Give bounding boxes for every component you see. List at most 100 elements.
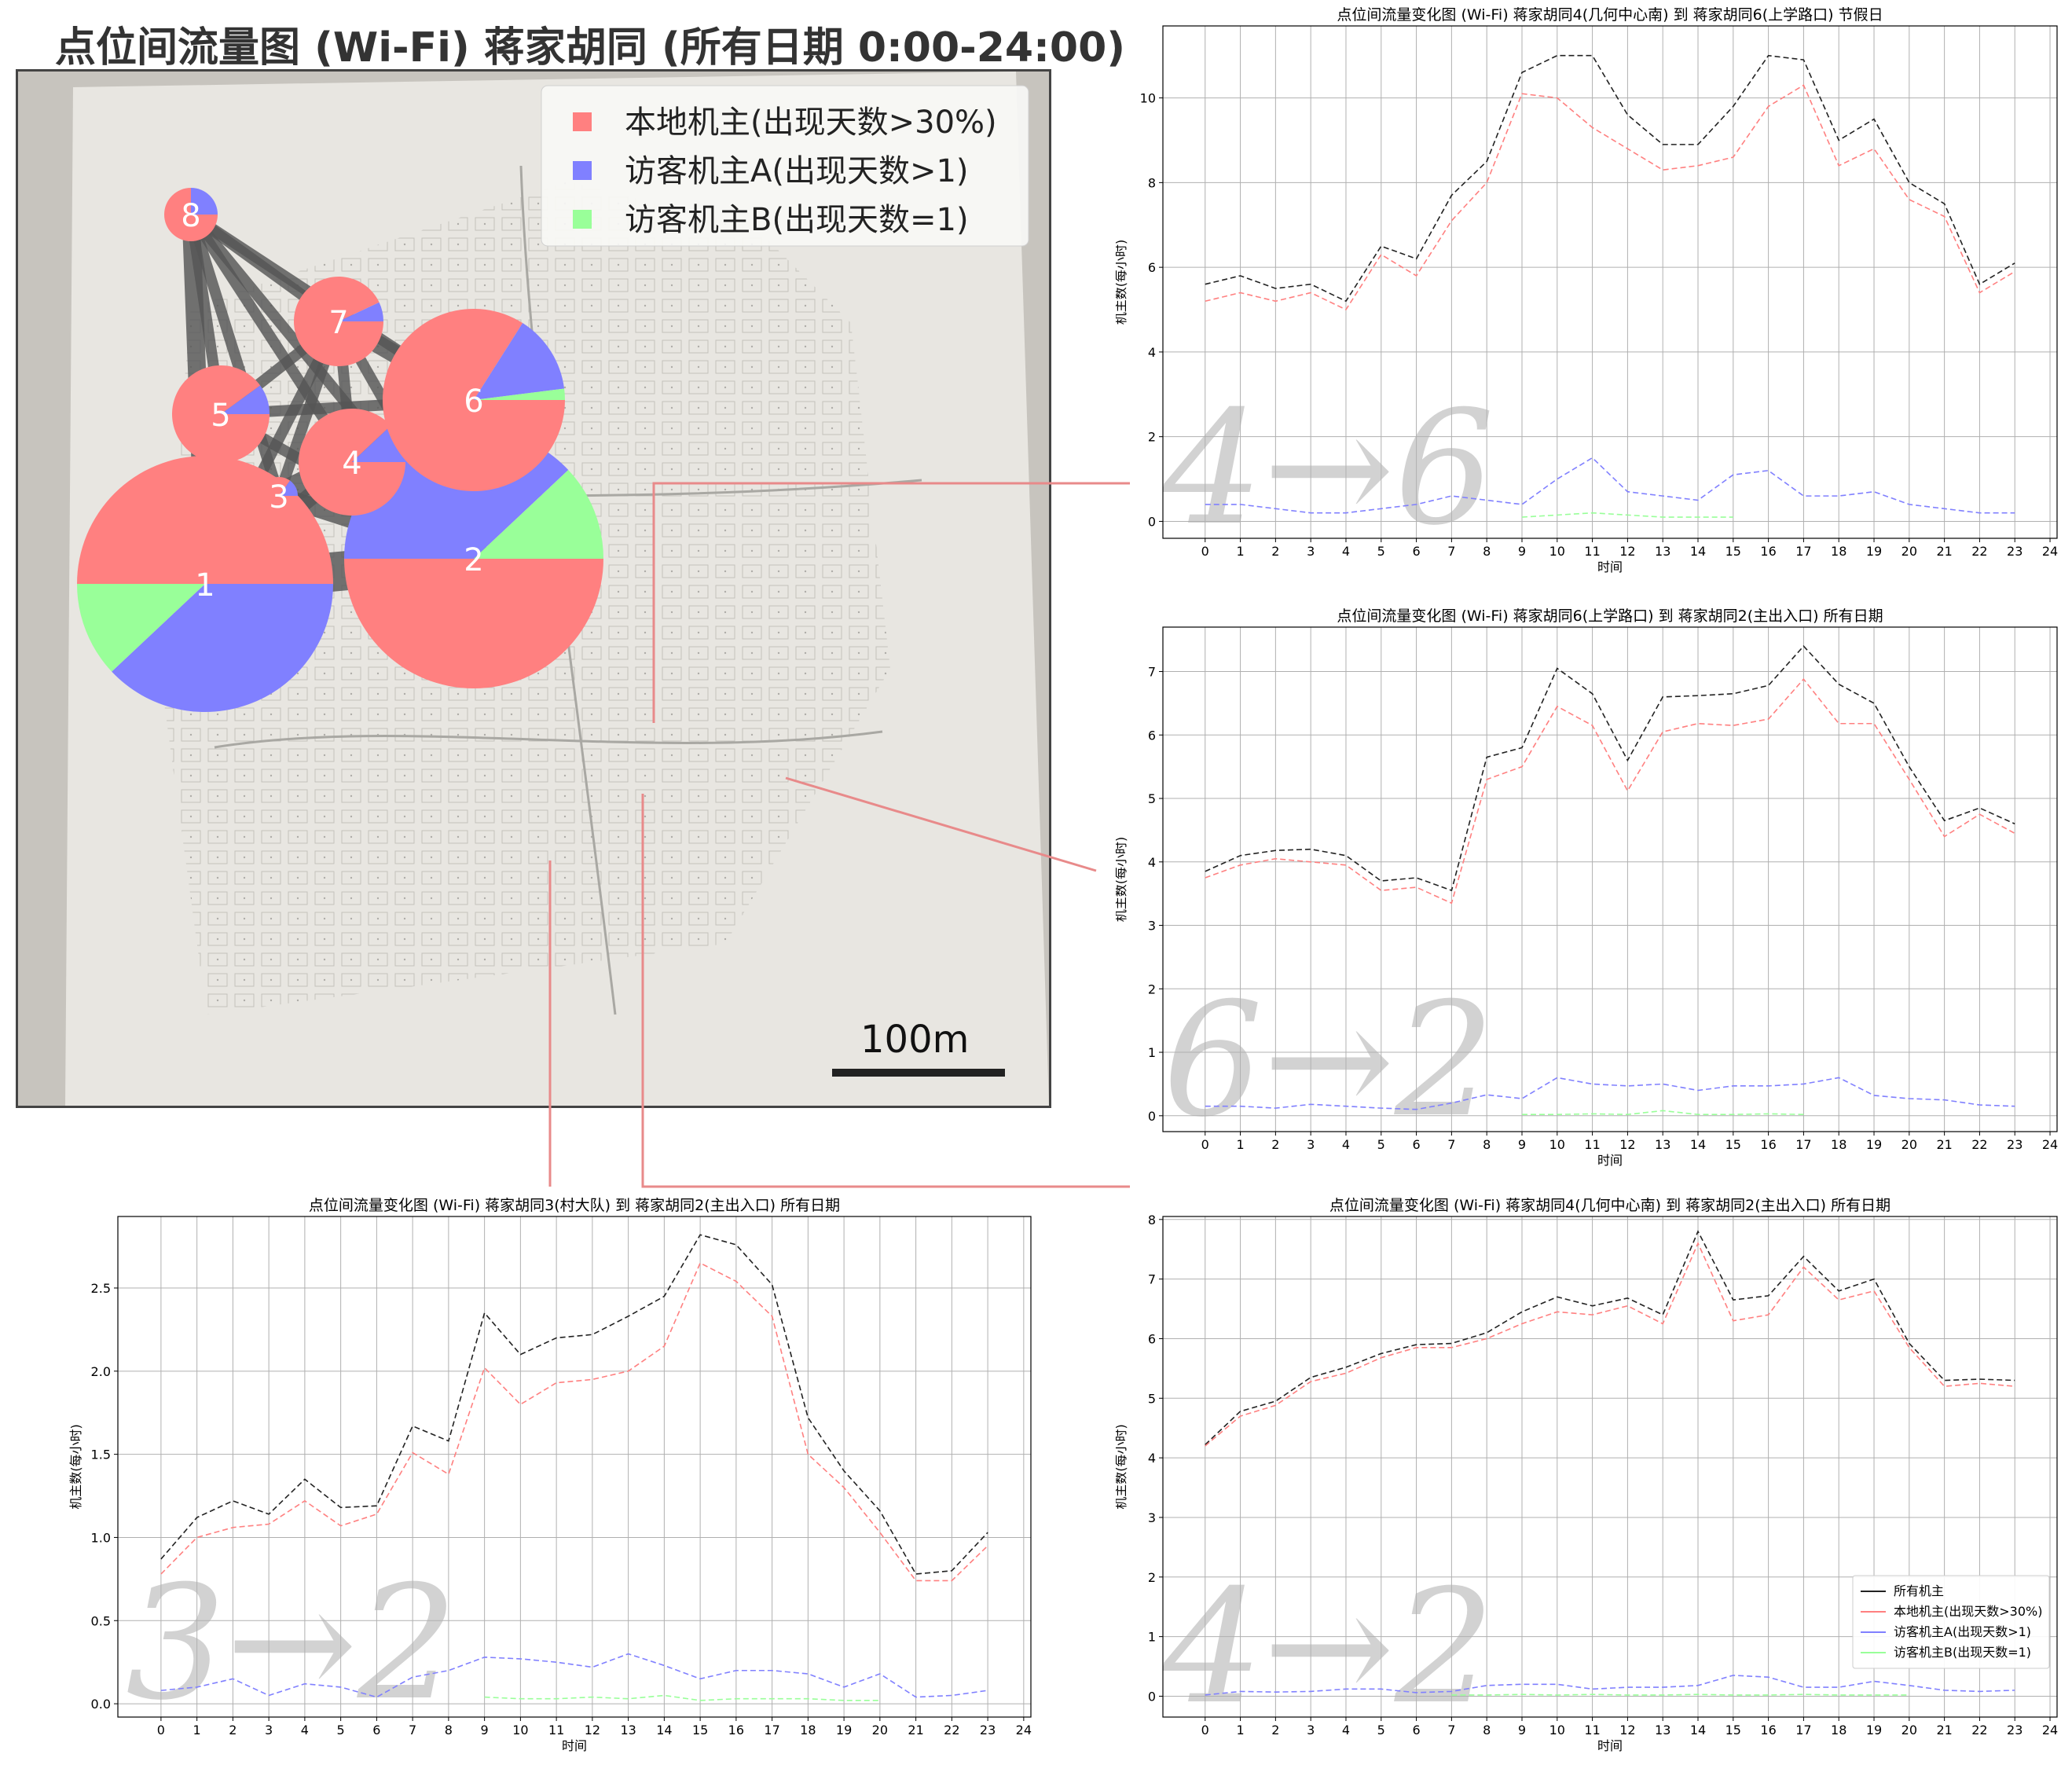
x-tick-label: 6 [1412, 544, 1420, 559]
x-tick-label: 9 [481, 1723, 489, 1737]
x-tick-label: 7 [1447, 1137, 1455, 1152]
x-tick-label: 11 [1584, 1723, 1600, 1737]
x-tick-label: 16 [728, 1723, 744, 1737]
x-tick-label: 2 [1271, 1723, 1279, 1737]
y-axis-label: 机主数(每小时) [1116, 837, 1128, 923]
x-tick-label: 20 [1901, 544, 1917, 559]
x-tick-label: 5 [337, 1723, 345, 1737]
chart-watermark: 4→2 [1162, 1556, 1494, 1739]
x-tick-label: 5 [1377, 544, 1385, 559]
grid [1163, 627, 2057, 1132]
plot-frame [1162, 626, 2058, 1132]
x-tick-label: 7 [409, 1723, 416, 1737]
x-tick-label: 21 [1936, 544, 1952, 559]
x-tick-label: 6 [1412, 1723, 1420, 1737]
chart-legend-label: 所有机主 [1894, 1583, 1944, 1598]
flow-node-slice [474, 470, 603, 559]
series-line-1 [160, 1262, 988, 1582]
flow-node-slice [171, 365, 270, 463]
x-tick-label: 4 [1342, 1137, 1350, 1152]
y-tick-label: 8 [1148, 1213, 1156, 1227]
series-line-0 [1205, 1230, 2015, 1446]
x-tick-label: 10 [1549, 544, 1565, 559]
x-tick-label: 11 [1584, 1137, 1600, 1152]
x-tick-label: 0 [157, 1723, 165, 1737]
x-tick-label: 17 [764, 1723, 779, 1737]
x-tick-label: 21 [908, 1723, 923, 1737]
x-tick-label: 6 [1412, 1137, 1420, 1152]
flow-node-slice [344, 559, 603, 688]
x-axis-label: 时间 [562, 1738, 587, 1753]
y-tick-label: 8 [1148, 175, 1156, 190]
y-tick-label: 2.5 [91, 1281, 111, 1296]
y-tick-label: 4 [1148, 855, 1156, 870]
x-tick-label: 18 [1831, 1723, 1846, 1737]
y-tick-label: 0.0 [91, 1697, 111, 1712]
x-tick-label: 17 [1795, 1137, 1811, 1152]
y-tick-label: 6 [1148, 728, 1156, 743]
y-axis-label: 机主数(每小时) [1116, 240, 1128, 325]
flow-node-label: 6 [464, 383, 483, 420]
x-tick-label: 7 [1447, 544, 1455, 559]
x-tick-label: 12 [1619, 544, 1635, 559]
x-tick-label: 13 [1655, 1137, 1670, 1152]
x-axis-label: 时间 [1597, 1153, 1623, 1168]
x-tick-label: 12 [1619, 1723, 1635, 1737]
y-tick-label: 3 [1148, 1510, 1156, 1525]
x-tick-label: 15 [1725, 1137, 1741, 1152]
flow-node-label: 3 [269, 479, 288, 516]
flow-node-5: 5 [171, 365, 270, 463]
x-tick-label: 19 [1866, 1723, 1882, 1737]
flow-node-slice [339, 302, 383, 321]
x-tick-label: 23 [980, 1723, 996, 1737]
x-tick-label: 20 [1901, 1137, 1917, 1152]
x-tick-label: 21 [1936, 1137, 1952, 1152]
y-tick-label: 1 [1148, 1045, 1156, 1060]
x-tick-label: 7 [1447, 1723, 1455, 1737]
map-title: 点位间流量图 (Wi-Fi) 蒋家胡同 (所有日期 0:00-24:00) [55, 24, 1126, 72]
y-tick-label: 0 [1148, 514, 1156, 529]
x-tick-label: 0 [1201, 1137, 1209, 1152]
x-tick-label: 3 [1307, 1137, 1315, 1152]
x-tick-label: 10 [512, 1723, 528, 1737]
x-tick-label: 24 [1016, 1723, 1032, 1737]
plot-frame [1162, 25, 2058, 539]
x-tick-label: 23 [2007, 1723, 2022, 1737]
x-tick-label: 13 [620, 1723, 636, 1737]
plot-area [118, 1216, 1031, 1717]
x-tick-label: 9 [1518, 544, 1526, 559]
flow-node-4: 4 [299, 409, 405, 516]
x-tick-label: 10 [1549, 1137, 1565, 1152]
series-line-0 [160, 1234, 988, 1575]
y-tick-label: 0 [1148, 1689, 1156, 1704]
flow-node-slice [474, 323, 565, 400]
x-tick-label: 4 [301, 1723, 309, 1737]
flow-node-slice [112, 584, 334, 713]
x-tick-label: 24 [2042, 1137, 2058, 1152]
map-legend-swatch [573, 161, 592, 180]
flow-node-slice [474, 388, 565, 400]
series-line-3 [1521, 1110, 1804, 1115]
x-tick-label: 15 [1725, 1723, 1741, 1737]
x-tick-label: 1 [1236, 1723, 1244, 1737]
x-tick-label: 2 [1271, 544, 1279, 559]
x-tick-label: 24 [2042, 1723, 2058, 1737]
x-tick-label: 14 [1690, 1137, 1706, 1152]
flow-node-label: 8 [181, 198, 200, 234]
flow-map: 1 2 3 4 5 6 7 8 本地机主(出现天数>30%) 访客机主A(出现天数>1) 访客机主… [16, 69, 1051, 1108]
plot-frame [1162, 1216, 2058, 1718]
chart-6-to-2-all-dates: 点位间流量变化图 (Wi-Fi) 蒋家胡同6(上学路口) 到 蒋家胡同2(主出入… [1116, 607, 2058, 1168]
flow-node-slice [294, 277, 383, 367]
x-tick-label: 13 [1655, 1723, 1670, 1737]
x-tick-label: 18 [1831, 544, 1846, 559]
series-line-0 [1205, 54, 2015, 303]
map-legend-box [541, 85, 1029, 247]
map-legend-label: 本地机主(出现天数>30%) [625, 105, 997, 141]
x-axis-label: 时间 [1597, 1738, 1623, 1753]
x-tick-label: 18 [1831, 1137, 1846, 1152]
x-tick-label: 12 [585, 1723, 600, 1737]
series-line-3 [484, 1694, 880, 1701]
plot-area [1163, 26, 2057, 538]
series-line-1 [1205, 1242, 2015, 1447]
flow-node-label: 7 [328, 305, 348, 341]
